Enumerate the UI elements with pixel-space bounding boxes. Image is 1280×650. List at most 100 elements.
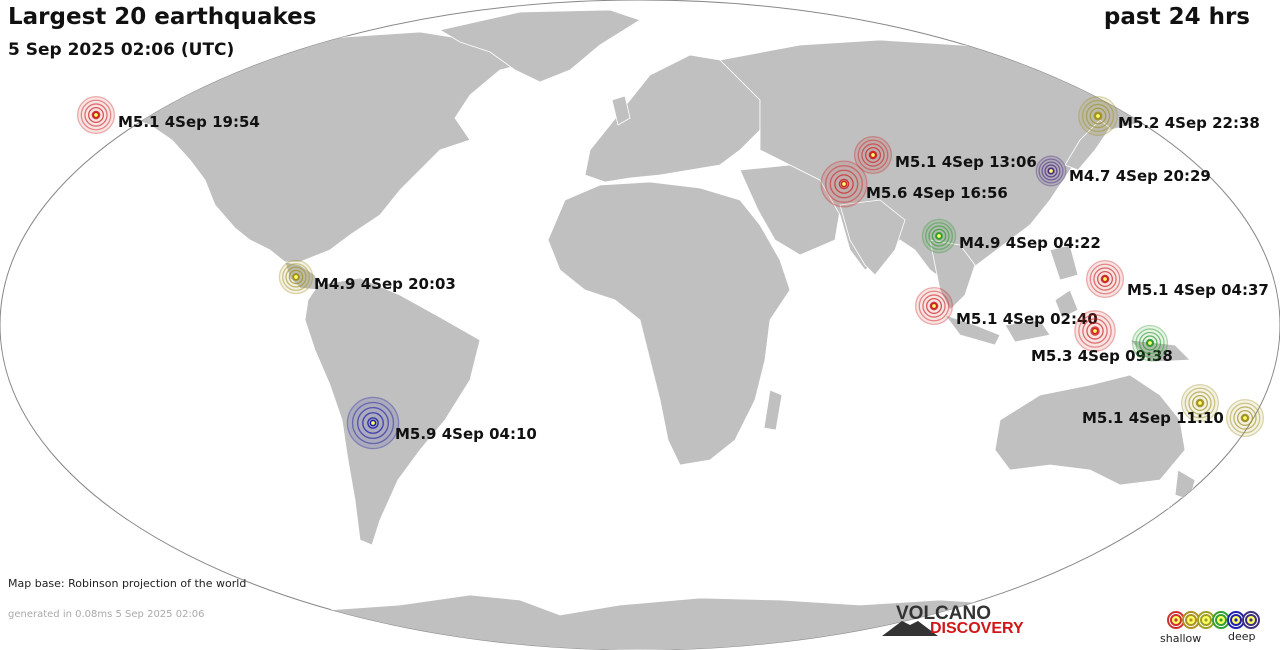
earthquake-marker[interactable] — [1085, 259, 1125, 299]
earthquake-ring — [1236, 409, 1254, 427]
generated-note: generated in 0.08ms 5 Sep 2025 02:06 — [8, 609, 205, 620]
land-india — [839, 199, 906, 276]
earthquake-epicenter — [1196, 399, 1204, 407]
earthquake-marker[interactable] — [914, 286, 954, 326]
earthquake-epicenter — [930, 302, 938, 310]
earthquake-ring — [1145, 338, 1155, 348]
land-madagascar — [763, 389, 783, 431]
volcano-discovery-logo[interactable]: VOLCANO DISCOVERY — [880, 603, 1040, 639]
earthquake-ring — [1090, 326, 1100, 336]
earthquake-label: M5.2 4Sep 22:38 — [1118, 114, 1260, 132]
land-north-america — [129, 29, 561, 263]
land-africa — [547, 181, 791, 466]
land-australia — [994, 374, 1186, 486]
earthquake-label: M5.1 4Sep 02:40 — [956, 310, 1098, 328]
earthquake-label: M5.9 4Sep 04:10 — [395, 425, 537, 443]
land-uk — [611, 95, 631, 126]
legend-deep-label: deep — [1228, 630, 1256, 643]
earthquake-marker[interactable] — [921, 218, 957, 254]
earthquake-ring — [1100, 274, 1110, 284]
logo-text-discovery: DISCOVERY — [930, 620, 1024, 637]
earthquake-label: M5.1 4Sep 04:37 — [1127, 281, 1269, 299]
earthquake-ring — [91, 110, 101, 120]
earthquake-epicenter — [369, 419, 377, 427]
earthquake-ring — [1096, 270, 1114, 288]
earthquake-ring — [857, 139, 889, 171]
earthquake-epicenter — [840, 180, 848, 188]
earthquake-marker[interactable] — [76, 95, 116, 135]
earthquake-ring — [1138, 331, 1162, 355]
earthquake-epicenter — [1047, 167, 1055, 175]
earthquake-ring — [1142, 335, 1158, 351]
earthquake-ring — [1089, 107, 1107, 125]
earthquake-ring — [1195, 398, 1205, 408]
earthquake-markers: M5.1 4Sep 19:54 M5.2 4Sep 22:38 M5.1 4Sep … — [76, 95, 1269, 450]
earthquake-marker[interactable] — [346, 396, 400, 450]
earthquake-ring — [1041, 161, 1061, 181]
land-southeast-asia — [929, 239, 976, 311]
earthquake-label: M4.9 4Sep 04:22 — [959, 234, 1101, 252]
earthquake-epicenter — [92, 111, 100, 119]
earthquake-ring — [367, 417, 379, 429]
time-period-label: past 24 hrs — [1103, 4, 1250, 30]
earthquake-marker[interactable] — [1078, 96, 1118, 136]
map-base-note: Map base: Robinson projection of the wor… — [8, 577, 247, 590]
earthquake-ring — [80, 99, 112, 131]
earthquake-ring — [925, 297, 943, 315]
earthquake-ring — [838, 178, 850, 190]
earthquake-marker[interactable] — [1180, 383, 1220, 423]
earthquake-marker[interactable] — [853, 135, 893, 175]
earthquake-ring — [1233, 406, 1257, 430]
earthquake-ring — [918, 290, 950, 322]
earthquake-ring — [1229, 402, 1261, 434]
earthquake-ring — [928, 225, 950, 247]
earthquake-ring — [1240, 413, 1250, 423]
earthquake-label: M5.3 4Sep 09:38 — [1031, 347, 1173, 365]
earthquake-label: M4.9 4Sep 20:03 — [314, 275, 456, 293]
earthquake-ring — [829, 169, 859, 199]
earthquake-ring — [834, 174, 854, 194]
land-greenland — [438, 9, 641, 83]
map-subtitle-timestamp: 5 Sep 2025 02:06 (UTC) — [8, 40, 235, 60]
earthquake-marker[interactable] — [820, 160, 868, 208]
map-title: Largest 20 earthquakes — [8, 4, 317, 30]
depth-legend-rings — [1167, 611, 1260, 629]
earthquake-marker[interactable] — [1131, 324, 1169, 362]
earthquake-ring — [282, 263, 310, 291]
land-indonesia — [943, 244, 1191, 363]
earthquake-marker[interactable] — [1225, 398, 1265, 438]
earthquake-epicenter — [1241, 414, 1249, 422]
earthquake-ring — [1038, 158, 1064, 184]
earthquake-label: M4.7 4Sep 20:29 — [1069, 167, 1211, 185]
earthquake-label: M5.1 4Sep 13:06 — [895, 153, 1037, 171]
earthquake-ring — [1135, 328, 1165, 358]
earthquake-epicenter — [935, 232, 943, 240]
earthquake-ring — [1044, 164, 1058, 178]
legend-dot — [1174, 618, 1178, 622]
earthquake-ring — [825, 165, 863, 203]
earthquake-ring — [1085, 103, 1111, 129]
earthquake-marker[interactable] — [1074, 310, 1116, 352]
land-south-america — [304, 277, 481, 546]
legend-dot — [1189, 618, 1193, 622]
volcano-logo-icon — [882, 621, 938, 636]
earthquake-ring — [1093, 111, 1103, 121]
earthquake-epicenter — [1101, 275, 1109, 283]
earthquake-label: M5.1 4Sep 19:54 — [118, 113, 260, 131]
depth-legend: shallow deep — [1158, 608, 1268, 648]
earthquake-marker[interactable] — [278, 259, 314, 295]
earthquake-ring — [1081, 99, 1115, 133]
earthquake-ring — [356, 406, 390, 440]
logo-text-volcano: VOLCANO — [896, 603, 991, 624]
earthquake-marker[interactable] — [1035, 155, 1067, 187]
earthquake-ring — [1089, 263, 1121, 295]
earthquake-label: M5.6 4Sep 16:56 — [866, 184, 1008, 202]
earthquake-ring — [925, 222, 953, 250]
earthquake-epicenter — [869, 151, 877, 159]
legend-dot — [1219, 618, 1223, 622]
earthquake-ring — [861, 143, 885, 167]
earthquake-ring — [285, 266, 307, 288]
legend-dot — [1249, 618, 1253, 622]
earthquake-ring — [929, 301, 939, 311]
